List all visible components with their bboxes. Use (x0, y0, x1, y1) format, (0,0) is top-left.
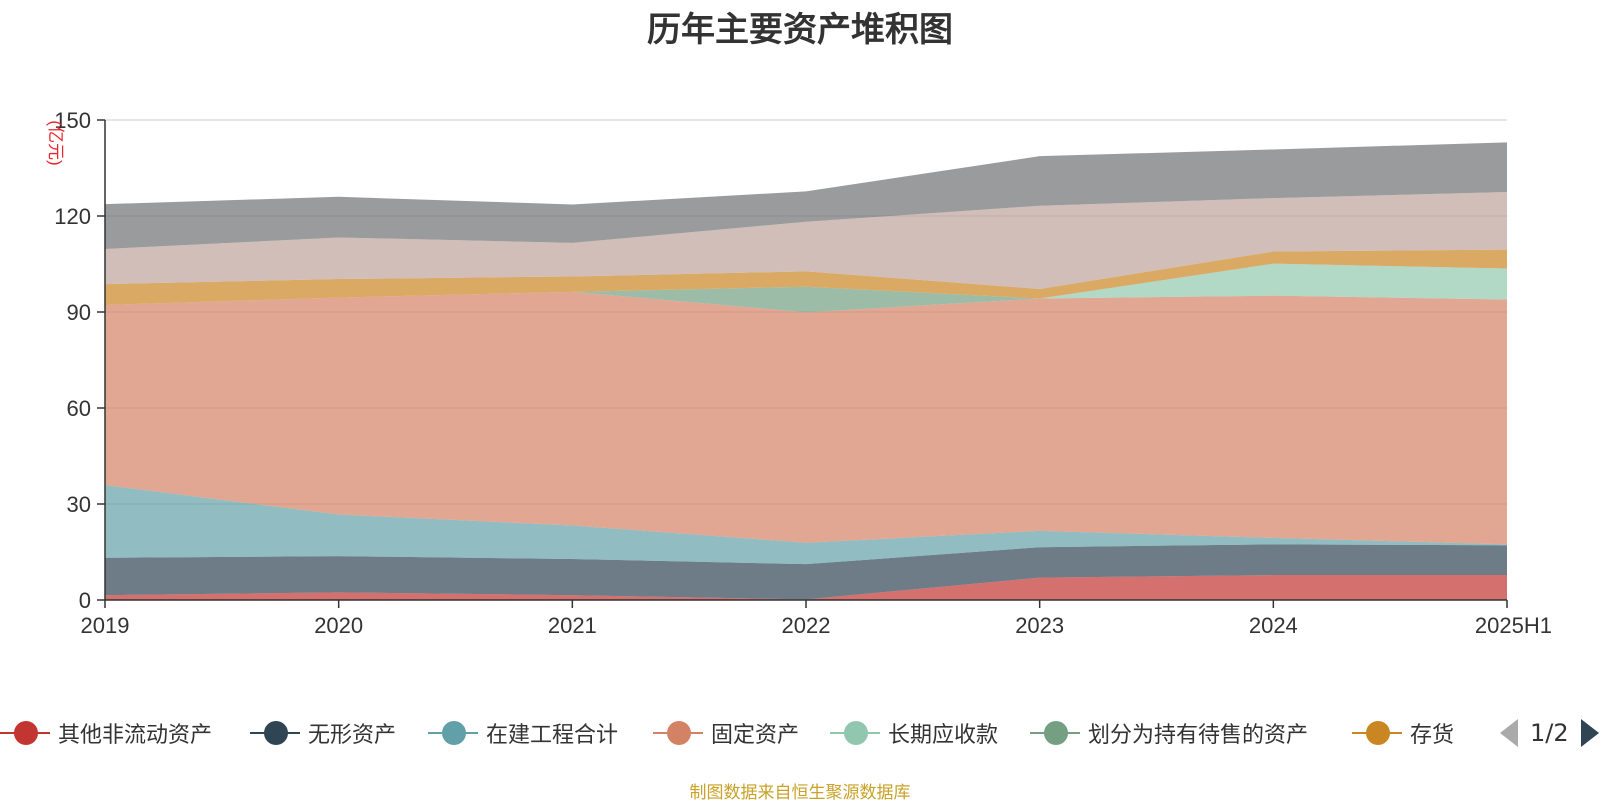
legend-label: 划分为持有待售的资产 (1088, 723, 1309, 748)
y-tick-label: 60 (67, 396, 91, 421)
y-tick-label: 150 (54, 108, 91, 133)
area-series-0 (105, 575, 1507, 600)
y-tick-label: 90 (67, 300, 91, 325)
legend-dot (844, 721, 868, 745)
legend-label: 在建工程合计 (486, 723, 619, 748)
x-tick-label: 2019 (81, 613, 130, 638)
y-tick-label: 120 (54, 204, 91, 229)
legend-swatch (653, 721, 703, 745)
legend-swatch (428, 721, 478, 745)
legend-swatch (250, 721, 300, 745)
x-tick-label: 2021 (548, 613, 597, 638)
x-tick-label: 2020 (314, 613, 363, 638)
x-tick-label: 2023 (1015, 613, 1064, 638)
area-series-5 (105, 263, 1507, 313)
prev-page-icon[interactable] (1500, 719, 1518, 747)
x-tick-label: 2024 (1249, 613, 1298, 638)
legend-pager: 1/2 (1500, 708, 1599, 758)
legend-dot (1366, 721, 1390, 745)
legend-item[interactable]: 其他非流动资产 (0, 708, 212, 758)
area-series (105, 142, 1507, 600)
legend-dot (442, 721, 466, 745)
stacked-area-chart: 0 30 60 90 120 150 2019 2020 2021 2022 2023 2024 202… (46, 108, 1552, 638)
legend-label: 无形资产 (308, 723, 397, 748)
legend-label: 长期应收款 (888, 723, 999, 748)
legend-item[interactable]: 固定资产 (653, 708, 799, 758)
legend-item[interactable]: 无形资产 (250, 708, 396, 758)
x-tick-label: 2025H1 (1475, 613, 1552, 638)
legend-item[interactable]: 在建工程合计 (428, 708, 618, 758)
legend-label: 固定资产 (711, 723, 800, 748)
legend-dot (667, 721, 691, 745)
area-series-8 (105, 142, 1507, 249)
y-tick-label: 30 (67, 492, 91, 517)
legend-item[interactable]: 存货 (1352, 708, 1454, 758)
legend-label: 其他非流动资产 (58, 723, 213, 748)
area-series-6 (105, 249, 1507, 305)
page-indicator: 1/2 (1530, 719, 1569, 747)
legend-swatch (1352, 721, 1402, 745)
legend-label: 存货 (1410, 723, 1455, 748)
legend-dot (264, 721, 288, 745)
area-series-2 (105, 485, 1507, 565)
source-note: 制图数据来自恒生聚源数据库 (689, 783, 911, 803)
legend-swatch (1030, 721, 1080, 745)
next-page-icon[interactable] (1580, 719, 1599, 747)
chart-title: 历年主要资产堆积图 (647, 10, 953, 50)
area-series-7 (105, 192, 1507, 289)
x-tick-label: 2022 (782, 613, 831, 638)
y-axis-label: (亿元) (46, 120, 65, 165)
chart-legend: 其他非流动资产 无形资产 在建工程合计 固定资产 长期应收款 划分为持有待售的资产 存货 1/… (0, 708, 1600, 758)
legend-dot (14, 721, 38, 745)
area-series-3 (105, 291, 1507, 545)
area-series-4 (105, 263, 1507, 313)
legend-item[interactable]: 划分为持有待售的资产 (1030, 708, 1308, 758)
legend-dot (1044, 721, 1068, 745)
y-tick-label: 0 (79, 588, 91, 613)
area-series-1 (105, 544, 1507, 600)
legend-swatch (0, 721, 50, 745)
legend-swatch (830, 721, 880, 745)
legend-item[interactable]: 长期应收款 (830, 708, 998, 758)
axes: 0 30 60 90 120 150 2019 2020 2021 2022 2023 2024 202… (54, 108, 1552, 638)
